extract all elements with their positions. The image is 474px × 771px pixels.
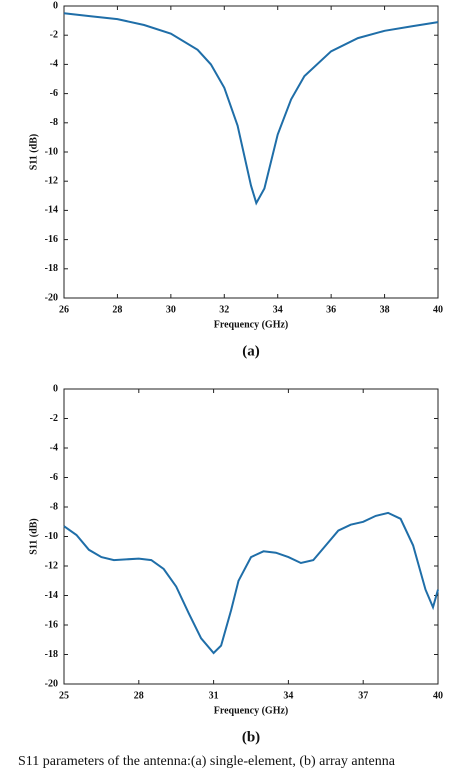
data-line — [63, 12, 439, 206]
y-tick-label: -4 — [50, 442, 58, 453]
x-tick-label: 37 — [358, 690, 368, 701]
plot-frame — [63, 388, 439, 685]
y-tick-label: -20 — [45, 678, 58, 689]
x-tick-label: 32 — [219, 304, 229, 315]
y-tick-label: -6 — [50, 88, 58, 99]
y-tick-label: -10 — [45, 146, 58, 157]
y-tick-label: -10 — [45, 531, 58, 542]
x-tick-label: 25 — [59, 690, 69, 701]
data-line — [63, 511, 439, 655]
y-tick-label: -18 — [45, 649, 58, 660]
y-tick-label: -8 — [50, 117, 58, 128]
y-tick-label: 0 — [53, 383, 58, 394]
x-tick-label: 34 — [273, 304, 283, 315]
x-tick-label: 28 — [134, 690, 144, 701]
y-axis-label: S11 (dB) — [28, 134, 39, 170]
y-tick-label: 0 — [53, 0, 58, 11]
x-tick-label: 40 — [433, 690, 443, 701]
x-tick-label: 40 — [433, 304, 443, 315]
y-tick-label: -14 — [45, 205, 58, 216]
y-tick-label: -16 — [45, 619, 58, 630]
y-tick-label: -12 — [45, 175, 58, 186]
y-tick-label: -2 — [50, 413, 58, 424]
x-tick-label: 28 — [112, 304, 122, 315]
x-tick-label: 36 — [326, 304, 336, 315]
plot-frame — [63, 5, 439, 299]
x-axis-label: Frequency (GHz) — [214, 705, 289, 716]
y-tick-label: -4 — [50, 59, 58, 70]
y-tick-label: -20 — [45, 292, 58, 303]
x-tick-label: 34 — [283, 690, 293, 701]
x-axis-label: Frequency (GHz) — [214, 319, 289, 330]
y-tick-label: -2 — [50, 29, 58, 40]
y-tick-label: -16 — [45, 234, 58, 245]
x-tick-label: 26 — [59, 304, 69, 315]
caption: S11 parameters of the antenna:(a) single… — [18, 754, 396, 769]
x-tick-label: 38 — [380, 304, 390, 315]
x-tick-label: 30 — [166, 304, 176, 315]
y-axis-label: S11 (dB) — [28, 518, 39, 554]
x-tick-label: 31 — [209, 690, 219, 701]
panel-label: (a) — [242, 343, 260, 359]
y-tick-label: -8 — [50, 501, 58, 512]
y-tick-label: -18 — [45, 263, 58, 274]
panel-label: (b) — [242, 729, 260, 745]
y-tick-label: -6 — [50, 472, 58, 483]
y-tick-label: -12 — [45, 560, 58, 571]
y-tick-label: -14 — [45, 590, 58, 601]
